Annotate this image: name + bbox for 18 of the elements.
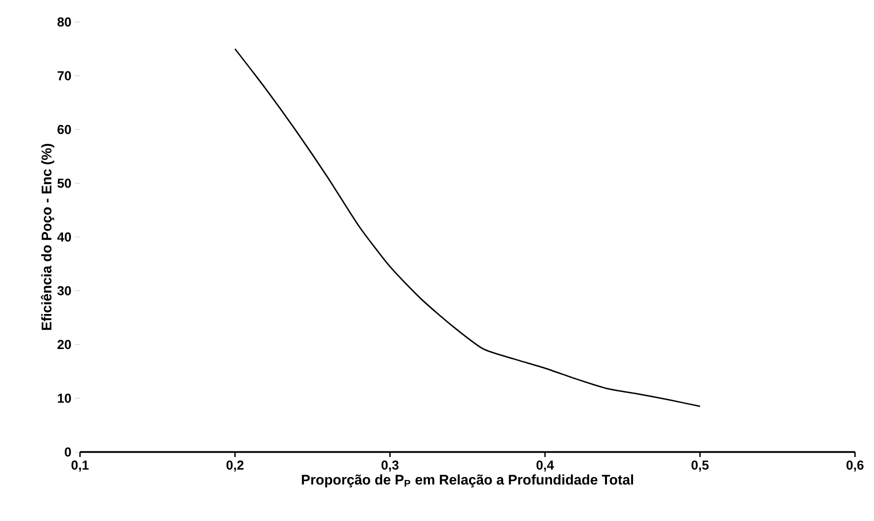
x-tick-label: 0,5: [692, 460, 709, 472]
y-tick-label: 30: [57, 286, 71, 296]
y-tick-label: 40: [57, 232, 71, 242]
x-tick-label: 0,1: [72, 460, 89, 472]
line-series: [234, 48, 701, 408]
y-tick-label: 50: [57, 178, 71, 188]
x-tick-label: 0,6: [846, 460, 864, 472]
x-tick-label: 0,2: [226, 460, 244, 472]
x-tick-label: 0,3: [382, 460, 399, 472]
x-tick-label: 0,4: [536, 460, 554, 472]
y-tick-label: 80: [57, 17, 71, 27]
y-tick-label: 20: [58, 340, 71, 350]
x-axis-title: Proporção de P$_{P}$ em Relação a Profundidade Total: [302, 474, 634, 488]
y-axis-title: Eficiência do Poço - Enc (%): [40, 144, 54, 330]
y-tick-label: 60: [58, 124, 71, 134]
y-tick-label: 0: [64, 447, 71, 457]
y-tick-label: 10: [58, 394, 71, 403]
y-tick-label: 70: [58, 71, 71, 80]
